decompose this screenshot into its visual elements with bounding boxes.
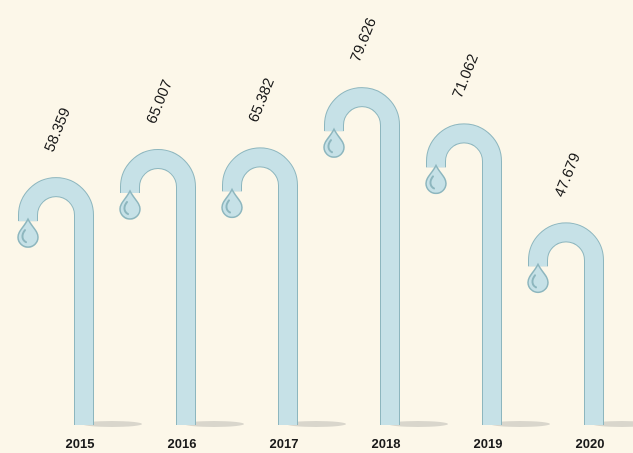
value-label: 65.382 xyxy=(245,76,278,125)
drop xyxy=(323,127,345,158)
pipe xyxy=(19,178,93,425)
value-label: 47.679 xyxy=(551,151,584,200)
faucet xyxy=(527,222,604,425)
faucet xyxy=(221,147,298,425)
drop xyxy=(221,187,243,219)
shadow xyxy=(286,421,346,427)
x-tick-label: 2020 xyxy=(576,436,605,451)
drop-shine xyxy=(429,175,435,190)
pipe xyxy=(529,223,603,425)
value-label: 71.062 xyxy=(449,52,482,101)
drop xyxy=(425,163,447,195)
pipe xyxy=(223,148,297,425)
drop xyxy=(527,262,549,294)
value-label: 79.626 xyxy=(347,16,380,65)
shadow xyxy=(490,421,550,427)
drop-shine xyxy=(123,201,129,216)
drop-shine xyxy=(327,139,333,154)
pipe xyxy=(121,150,195,425)
faucet xyxy=(425,123,502,425)
x-tick-label: 2016 xyxy=(168,436,197,451)
faucet xyxy=(323,87,400,425)
pipe xyxy=(427,124,501,425)
drop-shine xyxy=(225,199,231,214)
value-label: 65.007 xyxy=(143,77,176,126)
drop-shine xyxy=(21,229,27,244)
drop xyxy=(119,189,141,220)
shadow xyxy=(82,421,142,427)
x-tick-label: 2018 xyxy=(372,436,401,451)
drop-shine xyxy=(531,274,537,289)
shadow xyxy=(388,421,448,427)
faucet xyxy=(17,177,94,425)
x-tick-label: 2017 xyxy=(270,436,299,451)
faucet xyxy=(119,149,196,425)
drop xyxy=(17,217,39,248)
x-tick-label: 2019 xyxy=(474,436,503,451)
pipe xyxy=(325,88,399,425)
value-label: 58.359 xyxy=(41,105,74,154)
shadow xyxy=(184,421,244,427)
x-tick-label: 2015 xyxy=(66,436,95,451)
